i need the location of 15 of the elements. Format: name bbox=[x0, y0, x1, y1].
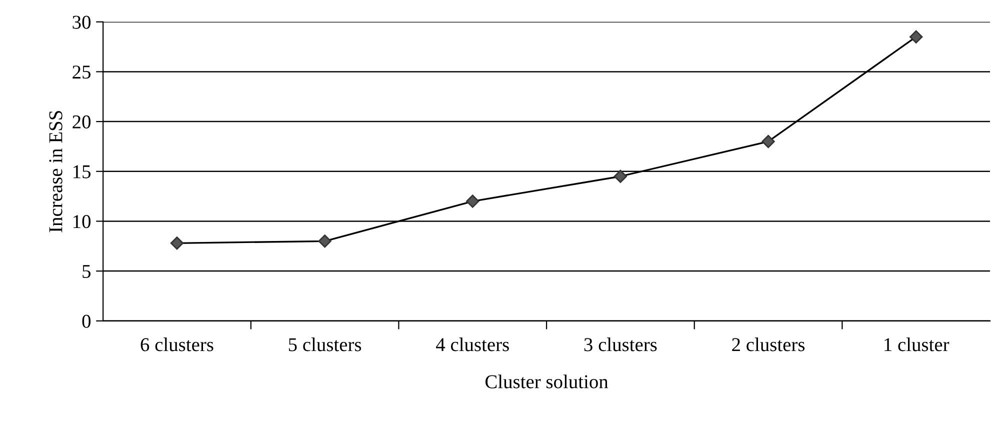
y-tick-label: 5 bbox=[82, 265, 90, 278]
x-tick-label: 2 clusters bbox=[732, 338, 805, 352]
x-axis-title: Cluster solution bbox=[485, 374, 608, 388]
y-axis-title: Increase in ESS bbox=[49, 111, 62, 232]
y-tick-label: 10 bbox=[74, 215, 91, 228]
x-tick-label: 5 clusters bbox=[288, 338, 362, 352]
y-tick-label: 20 bbox=[72, 115, 91, 128]
x-tick-label: 6 clusters bbox=[140, 338, 214, 352]
x-tick-label: 4 clusters bbox=[436, 338, 509, 352]
x-tick-label: 1 cluster bbox=[884, 338, 950, 352]
y-tick-label: 30 bbox=[72, 16, 91, 29]
y-tick-label: 0 bbox=[82, 314, 91, 328]
x-tick-label: 3 clusters bbox=[584, 338, 657, 352]
y-tick-label: 25 bbox=[72, 66, 90, 79]
y-tick-label: 15 bbox=[74, 165, 90, 178]
